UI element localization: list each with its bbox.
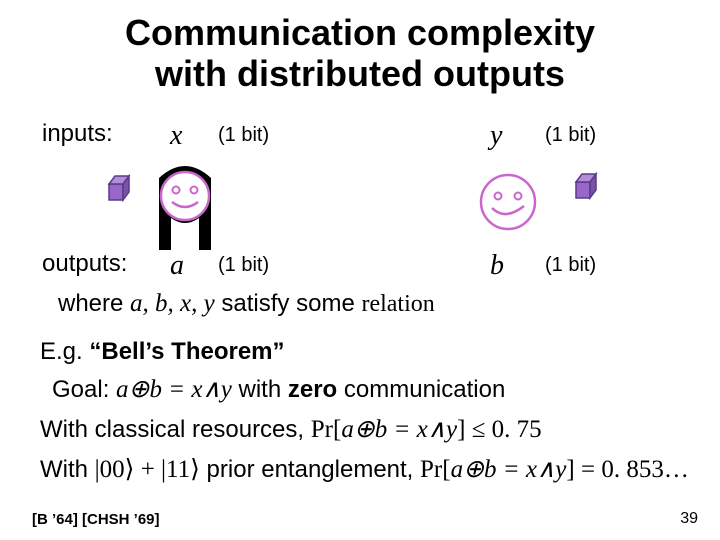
formula-1: a⊕b = x∧y: [341, 416, 457, 443]
goal-prefix: Goal:: [52, 376, 116, 403]
ent-mid: prior entanglement,: [200, 456, 420, 483]
inputs-label: inputs:: [42, 120, 113, 148]
goal-line: Goal: a⊕b = x∧y with zero communication: [52, 374, 505, 404]
goal-mid: with: [232, 376, 288, 403]
var-b: b: [490, 250, 504, 282]
slide-root: Communication complexity with distribute…: [0, 0, 720, 540]
outputs-label: outputs:: [42, 250, 127, 278]
slide-number: 39: [680, 510, 698, 528]
zero-word: zero: [288, 376, 337, 403]
plus-sign: +: [141, 456, 155, 483]
bit-annot-y: (1 bit): [545, 124, 596, 147]
eg-prefix: E.g.: [40, 338, 89, 365]
formula-2: a⊕b = x∧y: [451, 456, 567, 483]
cube-icon: [570, 170, 604, 204]
slide-title: Communication complexity with distribute…: [0, 0, 720, 95]
where-prefix: where: [58, 290, 130, 317]
bob-icon: [470, 168, 546, 244]
ent-prefix: With: [40, 456, 95, 483]
cube-icon: [103, 172, 137, 206]
title-line-1: Communication complexity: [125, 12, 595, 53]
pr-close-2: ]: [566, 456, 574, 483]
var-a: a: [170, 250, 184, 282]
bit-annot-a: (1 bit): [218, 254, 269, 277]
where-vars: a, b, x, y: [130, 290, 215, 317]
leq-075: ≤ 0. 75: [465, 416, 541, 443]
eq-0853: = 0. 853…: [575, 456, 689, 483]
classical-line: With classical resources, Pr[a⊕b = x∧y] …: [40, 414, 542, 444]
footer-citation: [B ’64] [CHSH ’69]: [32, 511, 160, 528]
var-x: x: [170, 120, 182, 152]
classical-prefix: With classical resources,: [40, 416, 311, 443]
pr-open-2: Pr[: [420, 456, 451, 483]
goal-suffix: communication: [337, 376, 505, 403]
pr-open-1: Pr[: [311, 416, 342, 443]
entanglement-line: With |00⟩ + |11⟩ prior entanglement, Pr[…: [40, 454, 689, 484]
bell-quoted: “Bell’s Theorem”: [89, 338, 284, 365]
bit-annot-b: (1 bit): [545, 254, 596, 277]
bit-annot-x: (1 bit): [218, 124, 269, 147]
var-y: y: [490, 120, 502, 152]
bell-line: E.g. “Bell’s Theorem”: [40, 338, 285, 366]
where-suffix: satisfy some: [215, 290, 362, 317]
alice-icon: [145, 160, 225, 255]
where-line: where a, b, x, y satisfy some relation: [58, 290, 435, 318]
goal-formula: a⊕b = x∧y: [116, 376, 232, 403]
relation-word: relation: [361, 291, 434, 317]
ket11: |11⟩: [161, 456, 200, 483]
title-line-2: with distributed outputs: [155, 53, 565, 94]
ket00: |00⟩: [95, 456, 135, 483]
